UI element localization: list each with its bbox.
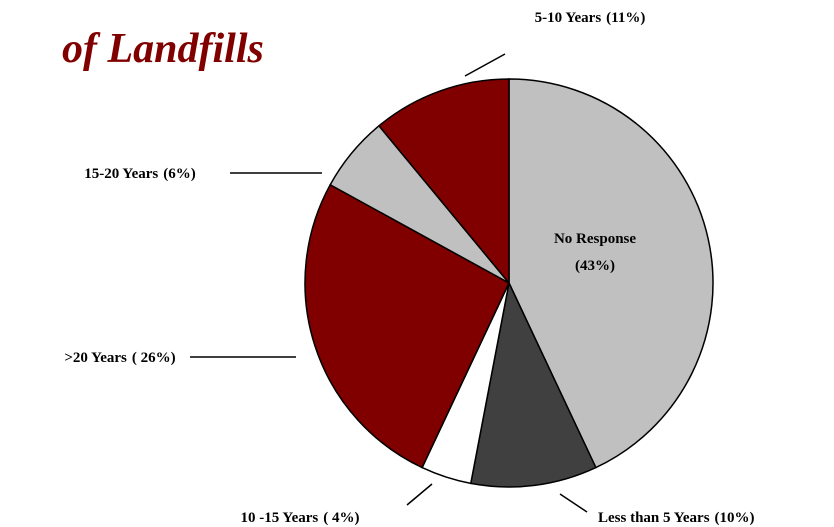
slice-name: 15-20 Years (84, 166, 158, 182)
slice-name: 10 -15 Years (240, 510, 318, 526)
slice-label: >20 Years ( 26%) (64, 350, 175, 366)
pie-slice (508, 78, 714, 469)
slice-label: 15-20 Years (6%) (84, 166, 196, 182)
pie-slice (377, 78, 510, 286)
slice-value-label: (43%) (575, 258, 615, 274)
slice-name: 5-10 Years (535, 10, 602, 26)
slice-label: 5-10 Years (11%) (535, 10, 646, 26)
slice-value-label: ( 26%) (132, 350, 176, 366)
leader-line (464, 53, 506, 77)
slice-value-label: (11%) (606, 10, 645, 26)
slice-name: >20 Years (64, 350, 127, 366)
slice-value-label: (6%) (163, 166, 196, 182)
pie-slice (469, 280, 597, 488)
chart-title: of Landfills (62, 26, 264, 72)
slice-label: No Response (554, 231, 636, 247)
leader-line (406, 483, 433, 506)
slice-name: Less than 5 Years (598, 510, 710, 526)
slice-value-label: (10%) (715, 510, 755, 526)
slice-value-label: ( 4%) (323, 510, 359, 526)
slice-label: 10 -15 Years ( 4%) (240, 510, 359, 526)
leader-line (559, 493, 588, 513)
slice-label: Less than 5 Years (10%) (598, 510, 755, 526)
